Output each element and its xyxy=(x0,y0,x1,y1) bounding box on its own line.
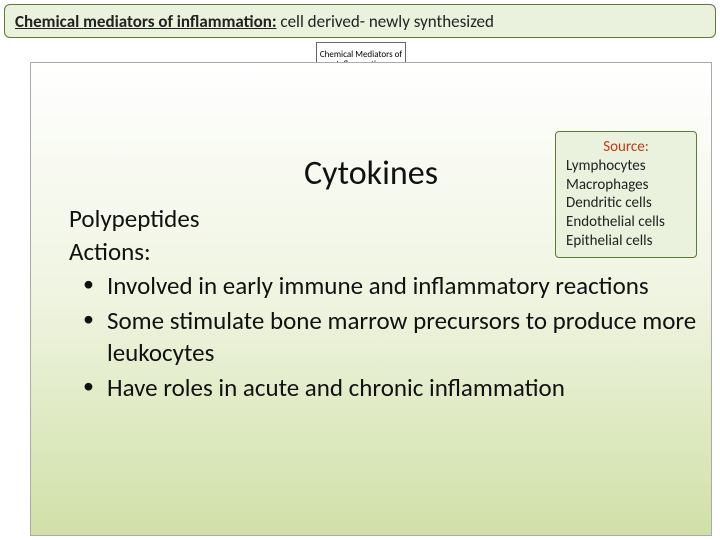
main-panel: Cytokines Source: Lymphocytes Macrophage… xyxy=(30,62,712,536)
header-bar: Chemical mediators of inflammation: cell… xyxy=(4,4,716,38)
header-title: Chemical mediators of inflammation: cell… xyxy=(15,11,494,32)
bullet-item: Involved in early immune and inflammator… xyxy=(69,270,699,303)
source-item: Macrophages xyxy=(566,176,686,195)
source-item: Lymphocytes xyxy=(566,157,686,176)
bullet-item: Have roles in acute and chronic inflamma… xyxy=(69,372,699,405)
header-title-bold: Chemical mediators of inflammation: xyxy=(15,11,277,32)
lead-polypeptides: Polypeptides xyxy=(69,203,699,236)
bullet-list: Involved in early immune and inflammator… xyxy=(69,270,699,404)
content-block: Polypeptides Actions: Involved in early … xyxy=(69,203,699,406)
lead-actions: Actions: xyxy=(69,236,699,269)
header-title-sub: cell derived- newly synthesized xyxy=(277,11,494,32)
bullet-item: Some stimulate bone marrow precursors to… xyxy=(69,305,699,370)
source-title: Source: xyxy=(566,138,686,157)
